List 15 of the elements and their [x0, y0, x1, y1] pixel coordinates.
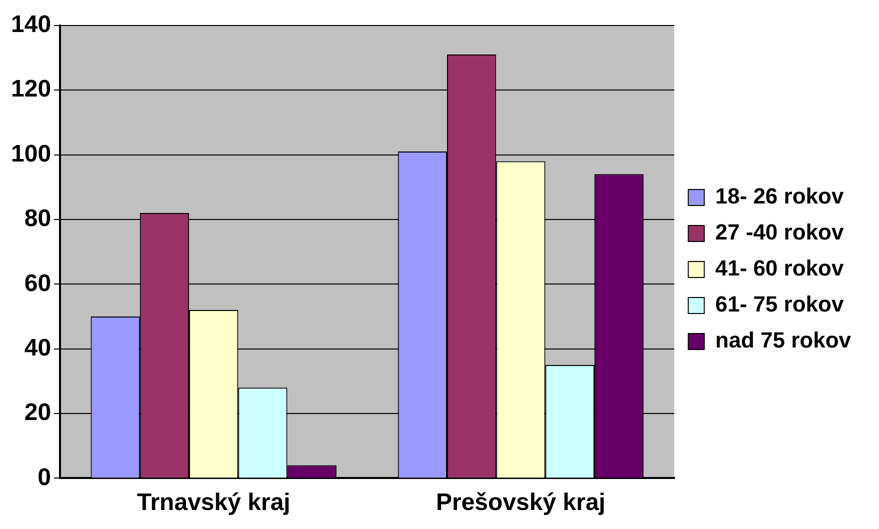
legend-label: nad 75 rokov [715, 328, 852, 353]
y-tick-label: 60 [24, 270, 52, 297]
legend-label: 18- 26 rokov [715, 184, 844, 209]
y-tick-label: 100 [10, 140, 52, 168]
y-tick-label: 0 [38, 464, 52, 491]
y-tick-label: 140 [10, 11, 52, 38]
x-tick-label: Prešovský kraj [436, 489, 606, 516]
legend-label: 27 -40 rokov [715, 220, 844, 245]
y-tick-label: 80 [24, 205, 52, 232]
y-tick-label: 40 [24, 334, 52, 362]
y-tick-label: 20 [24, 399, 52, 426]
legend-label: 61- 75 rokov [715, 292, 844, 317]
x-tick-label: Trnavský kraj [136, 489, 290, 516]
legend-label: 41- 60 rokov [715, 256, 844, 281]
y-tick-label: 120 [10, 76, 52, 103]
